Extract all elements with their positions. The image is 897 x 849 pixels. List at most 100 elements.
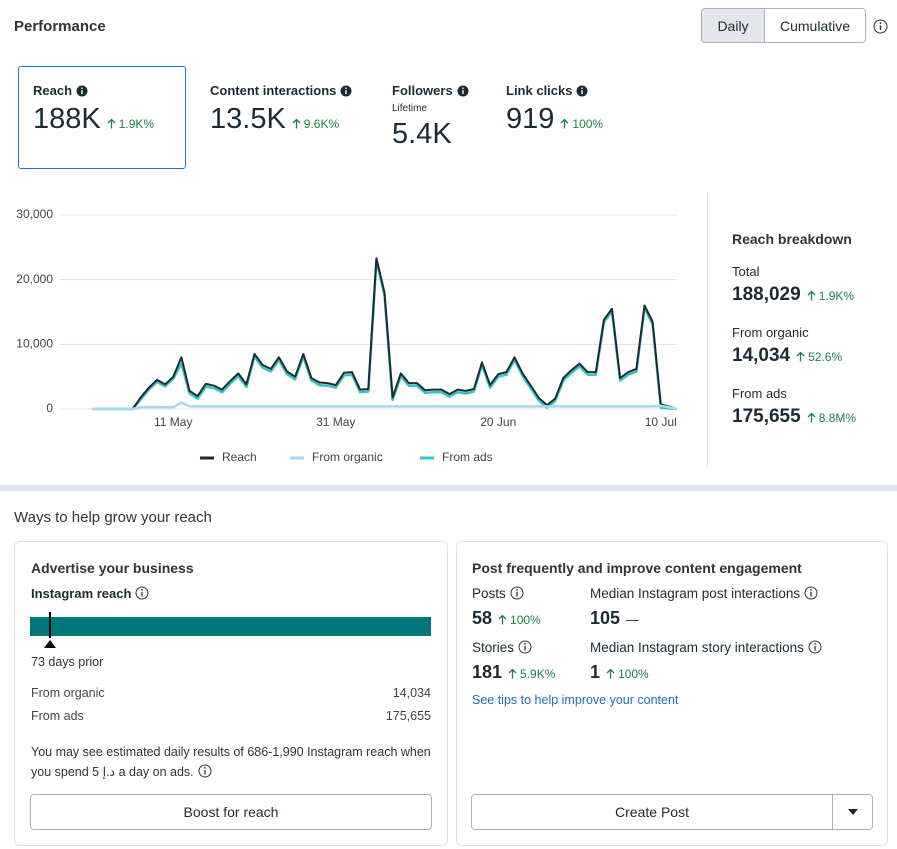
label: Median Instagram story interactions — [590, 640, 804, 655]
stat-value: 1 — [590, 662, 601, 682]
divider — [707, 193, 708, 468]
bar-marker — [44, 612, 56, 648]
info-icon[interactable] — [135, 586, 149, 600]
caret — [847, 809, 858, 815]
create-post-button[interactable]: Create Post — [471, 794, 833, 830]
breakdown-row: 175,655 8.8M% — [732, 406, 856, 428]
label: Content interactions — [210, 83, 337, 98]
stat-row: 1 100% — [590, 662, 649, 683]
metric-label: Link clicks — [506, 83, 588, 98]
note-text: You may see estimated daily results of 6… — [31, 745, 431, 779]
advertise-card — [14, 541, 448, 846]
toggle-cumulative[interactable]: Cumulative — [764, 8, 866, 43]
legend-label: From organic — [312, 450, 383, 464]
chart: 0 10,000 20,000 30,000 11 May 31 May 20 Jun 10 … — [16, 207, 678, 464]
series-line — [92, 257, 678, 410]
label: Reach — [33, 83, 73, 98]
y-tick-label: 20,000 — [16, 272, 53, 286]
up-arrow — [606, 668, 615, 679]
metric-change: 9.6K% — [303, 117, 340, 131]
card-title: Advertise your business — [31, 560, 194, 576]
info-icon[interactable] — [873, 19, 888, 34]
label: Followers — [392, 83, 453, 98]
info-icon[interactable] — [198, 764, 212, 778]
metric-change: 1.9K% — [118, 117, 155, 131]
breakdown-label: Total — [732, 264, 760, 279]
separator — [0, 485, 897, 491]
metric: 919 100% — [506, 103, 603, 136]
row-label: From organic — [31, 686, 105, 700]
stat-change: 100% — [510, 613, 541, 627]
y-tick-label: 0 — [46, 401, 53, 415]
title: Performance — [14, 18, 106, 35]
breakdown-label: From organic — [732, 325, 809, 340]
x-tick-label: 20 Jun — [480, 415, 516, 429]
stat-label: Stories — [472, 640, 532, 655]
boost-button[interactable]: Boost for reach — [30, 794, 432, 830]
row-value: 14,034 — [392, 686, 431, 700]
breakdown-value: 14,034 — [732, 345, 791, 366]
up-arrow — [560, 118, 569, 129]
metric-change: 100% — [572, 117, 604, 131]
breakdown-label: From ads — [732, 386, 787, 401]
dropdown-button[interactable] — [832, 794, 873, 830]
breakdown-row: 14,034 52.6% — [732, 345, 842, 367]
y-tick-label: 30,000 — [16, 207, 53, 221]
up-arrow — [508, 668, 517, 679]
info-icon[interactable] — [340, 85, 352, 97]
up-arrow — [292, 118, 301, 129]
info-icon[interactable] — [804, 586, 818, 600]
tips-link[interactable]: See tips to help improve your content — [472, 693, 679, 707]
breakdown-change: 1.9K% — [818, 289, 855, 303]
metric-sublabel: Lifetime — [392, 103, 428, 114]
subtitle: Instagram reach — [31, 586, 132, 601]
card-subtitle: Instagram reach — [31, 586, 149, 601]
up-arrow — [796, 351, 805, 362]
info-icon[interactable] — [457, 85, 469, 97]
metric: 13.5K 9.6K% — [210, 103, 339, 136]
toggle-daily[interactable]: Daily — [701, 8, 765, 43]
info-icon[interactable] — [808, 640, 822, 654]
reach-bar — [30, 617, 431, 636]
breakdown-value: 188,029 — [732, 284, 801, 305]
stat-change: 100% — [618, 667, 649, 681]
info-icon[interactable] — [76, 85, 88, 97]
metric-label: Followers — [392, 83, 469, 98]
stat-label: Posts — [472, 586, 524, 601]
metric-value: 13.5K — [210, 103, 286, 135]
label: Median Instagram post interactions — [590, 586, 801, 601]
stat-row: 105 — — [590, 608, 639, 629]
post-card — [456, 541, 888, 846]
legend-label: Reach — [222, 450, 257, 464]
stat-change: 5.9K% — [520, 667, 556, 681]
info-icon[interactable] — [576, 85, 588, 97]
series-line — [92, 259, 678, 411]
metric-label: Reach — [33, 83, 88, 98]
stat-label: Median Instagram post interactions — [590, 586, 818, 601]
y-tick-label: 10,000 — [16, 337, 53, 351]
metric-label: Content interactions — [210, 83, 352, 98]
breakdown-title: Reach breakdown — [732, 231, 852, 247]
selected-metric[interactable] — [18, 66, 186, 169]
marker-label: 73 days prior — [31, 655, 104, 669]
up-arrow — [498, 614, 507, 625]
label: Posts — [472, 586, 506, 601]
x-tick-label: 11 May — [154, 415, 192, 429]
up-arrow — [107, 118, 116, 129]
info-icon[interactable] — [510, 586, 524, 600]
info-icon[interactable] — [518, 640, 532, 654]
row-value: 175,655 — [385, 709, 431, 723]
stat-value: 105 — [590, 608, 621, 628]
up-arrow — [807, 412, 816, 423]
breakdown-change: 8.8M% — [818, 411, 857, 425]
metric: 188K 1.9K% — [33, 103, 154, 136]
metric-value: 188K — [33, 103, 101, 135]
stat-value: 181 — [472, 662, 503, 682]
up-arrow — [807, 290, 816, 301]
card-title: Post frequently and improve content enga… — [472, 560, 802, 576]
metric-value: 5.4K — [392, 118, 452, 150]
series-line — [92, 401, 678, 411]
stat-value: 58 — [472, 608, 493, 628]
breakdown-value: 175,655 — [732, 406, 801, 427]
